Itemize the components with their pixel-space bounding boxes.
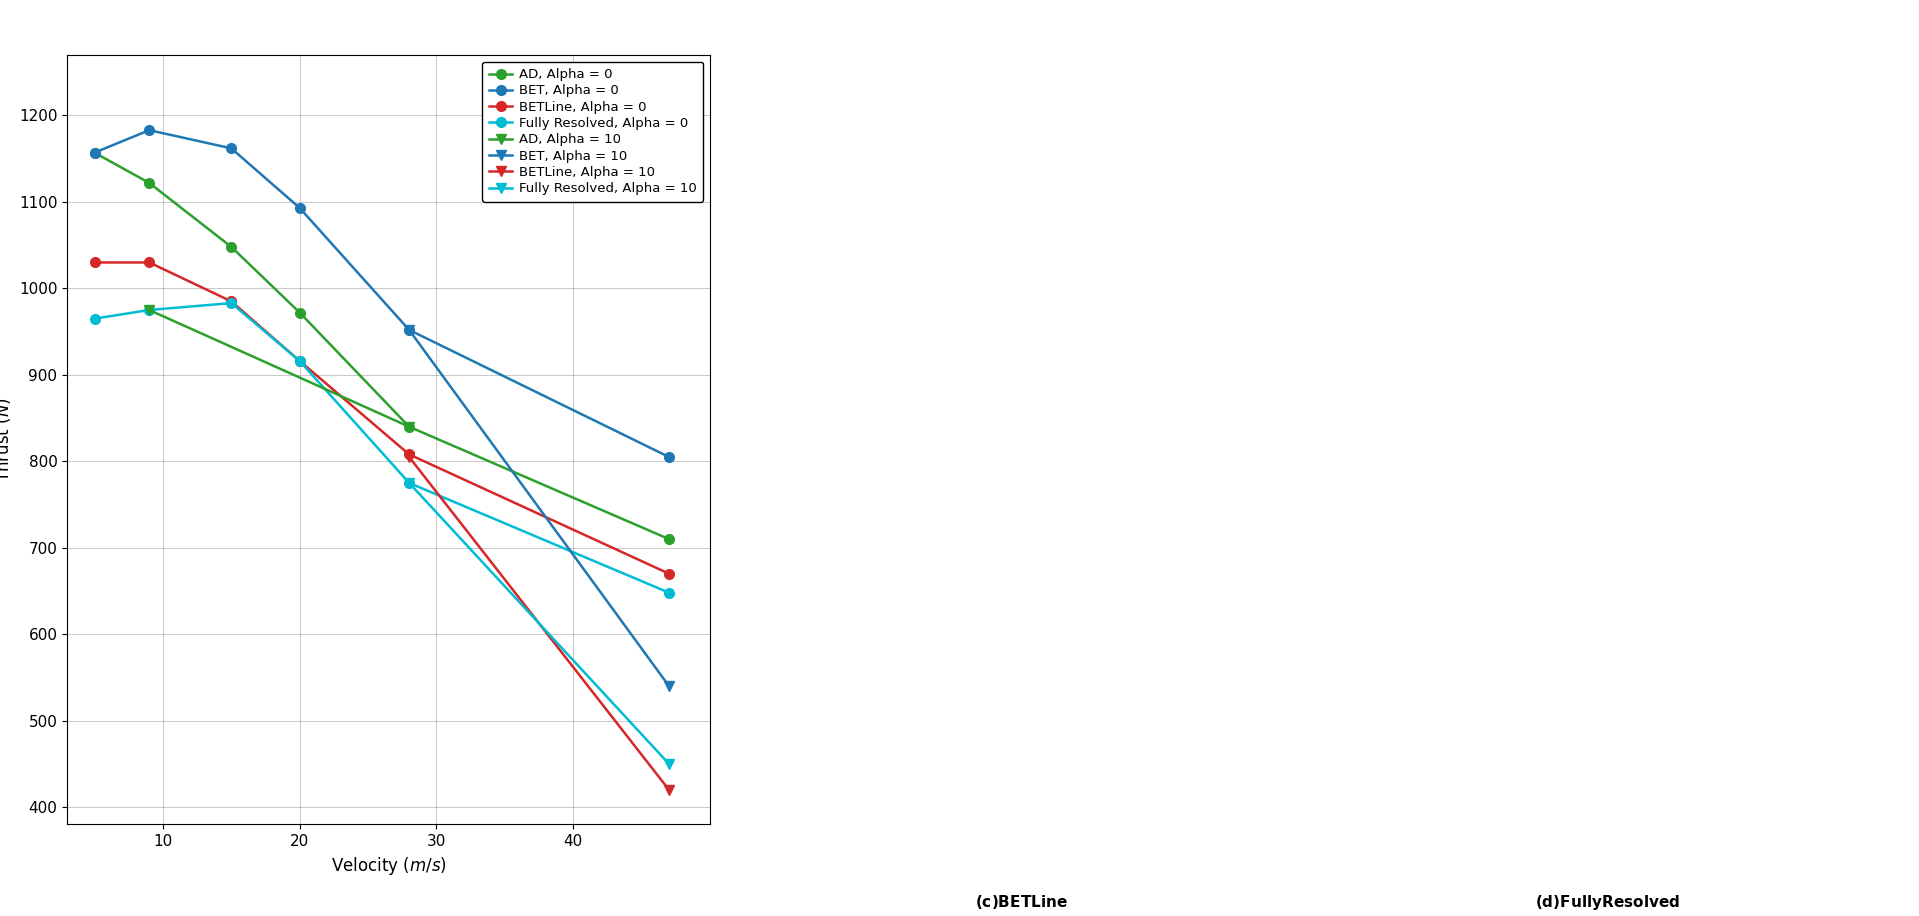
Legend: AD, Alpha = 0, BET, Alpha = 0, BETLine, Alpha = 0, Fully Resolved, Alpha = 0, AD: AD, Alpha = 0, BET, Alpha = 0, BETLine, … [482, 61, 704, 202]
BET, Alpha = 0 [221, 143, 244, 154]
Fully Resolved, Alpha = 0 [397, 477, 420, 488]
X-axis label: $\bf{(d) Fully Resolved}$: $\bf{(d) Fully Resolved}$ [1535, 893, 1679, 911]
BET, Alpha = 10 [658, 681, 681, 692]
Fully Resolved, Alpha = 0 [221, 298, 244, 309]
BETLine, Alpha = 0 [658, 568, 681, 579]
BET, Alpha = 10 [397, 324, 420, 335]
BET, Alpha = 0 [138, 125, 161, 136]
Line: Fully Resolved, Alpha = 0: Fully Resolved, Alpha = 0 [90, 299, 674, 597]
BET, Alpha = 0 [397, 324, 420, 335]
BETLine, Alpha = 0 [83, 257, 106, 268]
Y-axis label: Thrust ($N$): Thrust ($N$) [0, 398, 13, 482]
AD, Alpha = 0 [221, 242, 244, 253]
AD, Alpha = 0 [83, 147, 106, 158]
Line: BETLine, Alpha = 0: BETLine, Alpha = 0 [90, 257, 674, 579]
AD, Alpha = 0 [288, 307, 311, 318]
BETLine, Alpha = 10 [397, 452, 420, 463]
X-axis label: $\bf{(a) AD}$: $\bf{(a) AD}$ [996, 463, 1048, 480]
BETLine, Alpha = 0 [221, 296, 244, 307]
Line: BETLine, Alpha = 10: BETLine, Alpha = 10 [405, 453, 674, 795]
BETLine, Alpha = 0 [288, 355, 311, 366]
BETLine, Alpha = 10 [658, 784, 681, 795]
Line: BET, Alpha = 10: BET, Alpha = 10 [405, 325, 674, 691]
AD, Alpha = 0 [397, 421, 420, 432]
Line: AD, Alpha = 0: AD, Alpha = 0 [90, 147, 674, 544]
Fully Resolved, Alpha = 0 [83, 313, 106, 324]
BET, Alpha = 0 [83, 147, 106, 158]
BETLine, Alpha = 0 [397, 449, 420, 460]
AD, Alpha = 0 [138, 178, 161, 189]
Fully Resolved, Alpha = 0 [138, 304, 161, 315]
Fully Resolved, Alpha = 10 [658, 758, 681, 769]
Line: BET, Alpha = 0: BET, Alpha = 0 [90, 125, 674, 462]
Line: AD, Alpha = 10: AD, Alpha = 10 [144, 305, 415, 431]
AD, Alpha = 10 [138, 304, 161, 315]
AD, Alpha = 0 [658, 534, 681, 545]
Fully Resolved, Alpha = 0 [658, 587, 681, 598]
X-axis label: Velocity ($m/s$): Velocity ($m/s$) [330, 855, 447, 877]
Fully Resolved, Alpha = 0 [288, 355, 311, 366]
Line: Fully Resolved, Alpha = 10: Fully Resolved, Alpha = 10 [405, 478, 674, 769]
Fully Resolved, Alpha = 10 [397, 477, 420, 488]
X-axis label: $\bf{(b) BET Disk}$: $\bf{(b) BET Disk}$ [1558, 463, 1656, 480]
BET, Alpha = 0 [288, 202, 311, 213]
AD, Alpha = 10 [397, 421, 420, 432]
BETLine, Alpha = 0 [138, 257, 161, 268]
X-axis label: $\bf{(c) BET Line}$: $\bf{(c) BET Line}$ [975, 893, 1069, 911]
BET, Alpha = 0 [658, 452, 681, 463]
